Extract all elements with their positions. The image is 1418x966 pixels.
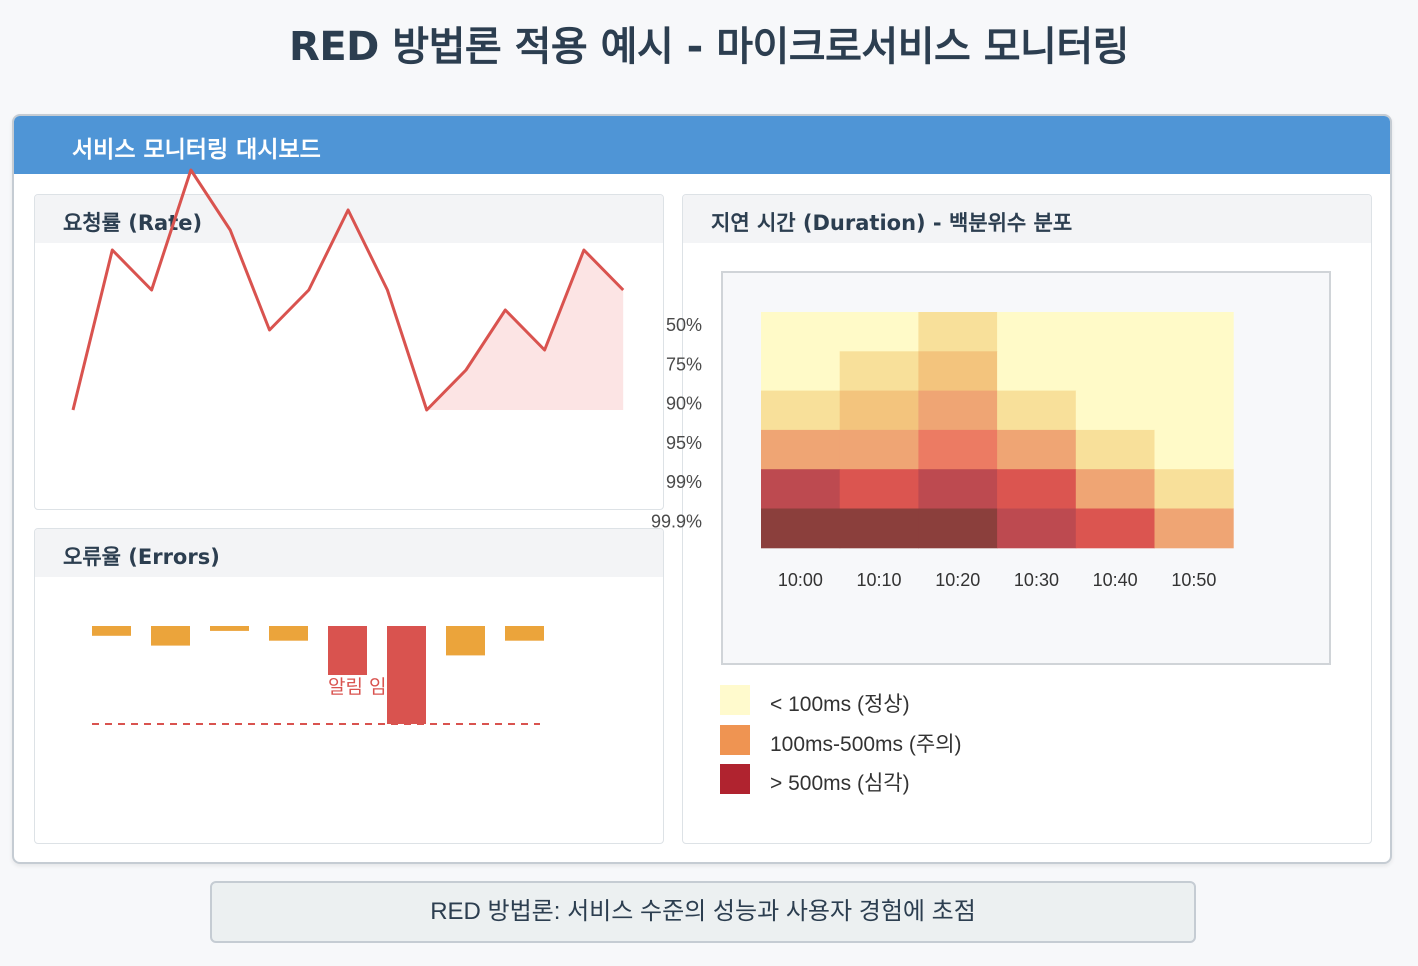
- errors-panel: 오류율 (Errors): [34, 528, 664, 844]
- legend-label: 100ms-500ms (주의): [770, 732, 962, 756]
- legend-swatch: [720, 724, 750, 755]
- dashboard-container: 서비스 모니터링 대시보드 요청률 (Rate) 오류율 (Errors) 지연…: [12, 114, 1392, 864]
- duration-panel-header: 지연 시간 (Duration) - 백분위수 분포: [683, 195, 1371, 243]
- duration-panel-title: 지연 시간 (Duration) - 백분위수 분포: [711, 211, 1073, 235]
- legend-swatch: [720, 685, 750, 715]
- errors-panel-title: 오류율 (Errors): [63, 545, 220, 569]
- dashboard-title: 서비스 모니터링 대시보드: [72, 137, 321, 163]
- dashboard-header: 서비스 모니터링 대시보드: [14, 116, 1390, 174]
- legend-label: < 100ms (정상): [770, 693, 910, 716]
- legend-swatch: [720, 764, 750, 794]
- rate-panel: 요청률 (Rate): [34, 194, 664, 510]
- rate-panel-header: 요청률 (Rate): [35, 195, 663, 243]
- legend-label: > 500ms (심각): [770, 772, 910, 795]
- page-title: RED 방법론 적용 예시 - 마이크로서비스 모니터링: [289, 24, 1129, 70]
- rate-panel-title: 요청률 (Rate): [63, 211, 203, 235]
- footer-note: RED 방법론: 서비스 수준의 성능과 사용자 경험에 초점: [210, 881, 1196, 943]
- errors-panel-header: 오류율 (Errors): [35, 529, 663, 577]
